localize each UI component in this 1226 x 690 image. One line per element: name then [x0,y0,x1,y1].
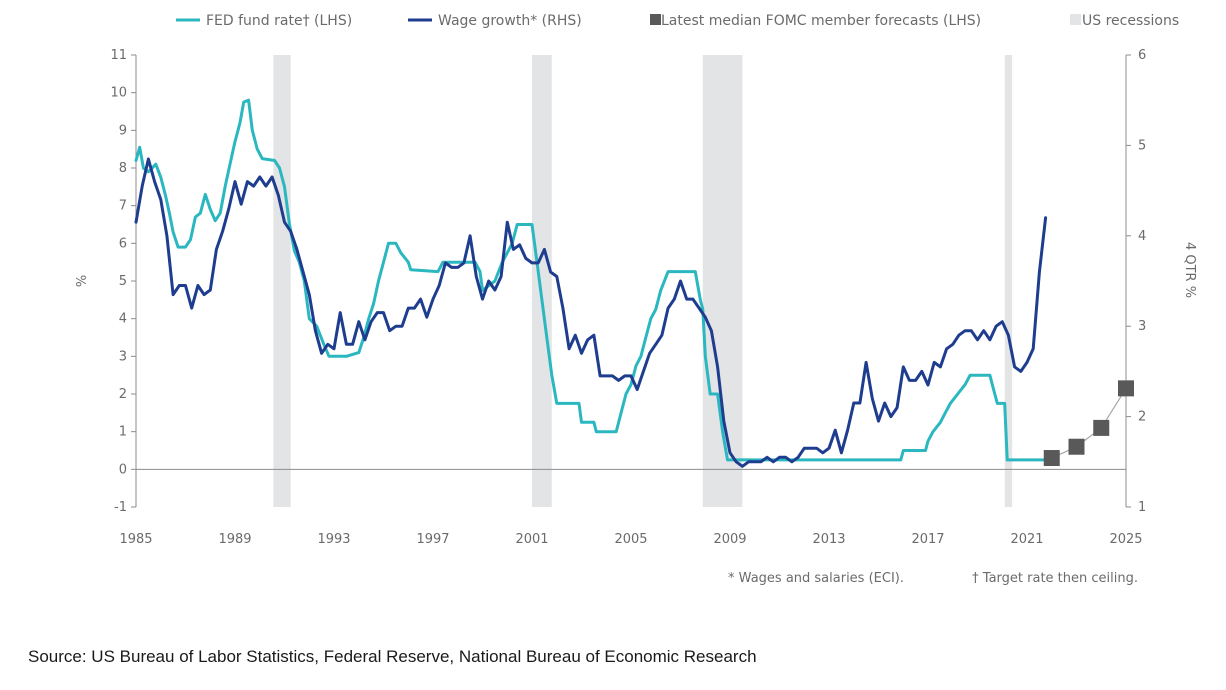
forecast-marker-2024 [1093,419,1110,436]
forecast-connector-line [1051,388,1127,459]
y-right-tick-label: 6 [1138,48,1146,63]
y-left-tick-label: 1 [119,425,127,440]
y-left-tick-label: 3 [119,349,127,364]
x-tick-label: 1985 [119,532,152,547]
x-tick-label: 2017 [911,532,944,547]
y-right-axis-title: 4 QTR % [1182,242,1197,298]
legend-label: US recessions [1082,13,1179,29]
forecast-marker-2023 [1068,438,1085,455]
y-left-tick-label: 9 [119,123,127,138]
forecast-marker-2025 [1118,380,1134,397]
x-tick-label: 1997 [416,532,449,547]
wage-growth-line [134,157,1048,468]
legend-label: FED fund rate† (LHS) [206,13,352,29]
y-left-tick-label: 5 [119,274,127,289]
y-left-tick-label: 8 [119,161,127,176]
y-right-tick-label: 2 [1138,410,1146,425]
recession-band-2 [532,55,552,507]
y-left-tick-label: 11 [110,48,127,63]
y-left-axis-title: % [75,275,90,287]
legend-swatch-square [650,14,661,25]
source-note: Source: US Bureau of Labor Statistics, F… [28,647,757,666]
y-right-tick-label: 1 [1138,500,1146,515]
x-tick-label: 1993 [317,532,350,547]
note-wages: * Wages and salaries (ECI). [728,571,904,586]
forecast-marker-2022 [1043,450,1060,467]
y-left-tick-label: 0 [119,462,127,477]
y-left-tick-label: 10 [110,86,127,101]
legend-item-1: FED fund rate† (LHS) [176,13,352,29]
y-left-tick-label: 4 [119,312,127,327]
legend: FED fund rate† (LHS) Wage growth* (RHS) La… [176,13,1179,29]
x-tick-label: 2009 [713,532,746,547]
legend-item-4: US recessions [1070,13,1179,29]
x-tick-label: 2005 [614,532,647,547]
legend-label: Latest median FOMC member forecasts (LHS… [661,13,981,29]
x-tick-label: 1989 [218,532,251,547]
legend-swatch-square [1070,14,1081,25]
recession-bands [273,55,1013,507]
series [134,98,1134,468]
x-tick-label: 2013 [812,532,845,547]
legend-item-3: Latest median FOMC member forecasts (LHS… [650,13,981,29]
recession-band-4 [1004,55,1013,507]
legend-label: Wage growth* (RHS) [438,13,582,29]
y-left-tick-label: 6 [119,236,127,251]
y-right-tick-label: 3 [1138,319,1146,334]
notes: * Wages and salaries (ECI). † Target rat… [728,571,1138,586]
note-target: † Target rate then ceiling. [972,571,1138,586]
y-left-tick-label: 7 [119,199,127,214]
x-tick-label: 2021 [1010,532,1043,547]
y-left-tick-label: -1 [114,500,127,515]
recession-band-1 [273,55,291,507]
fed-fund-rate-line [134,98,1054,462]
legend-item-2: Wage growth* (RHS) [408,13,582,29]
y-left-tick-label: 2 [119,387,127,402]
y-right-tick-label: 5 [1138,138,1146,153]
x-tick-label: 2001 [515,532,548,547]
x-tick-label: 2025 [1109,532,1142,547]
y-right-tick-label: 4 [1138,229,1146,244]
